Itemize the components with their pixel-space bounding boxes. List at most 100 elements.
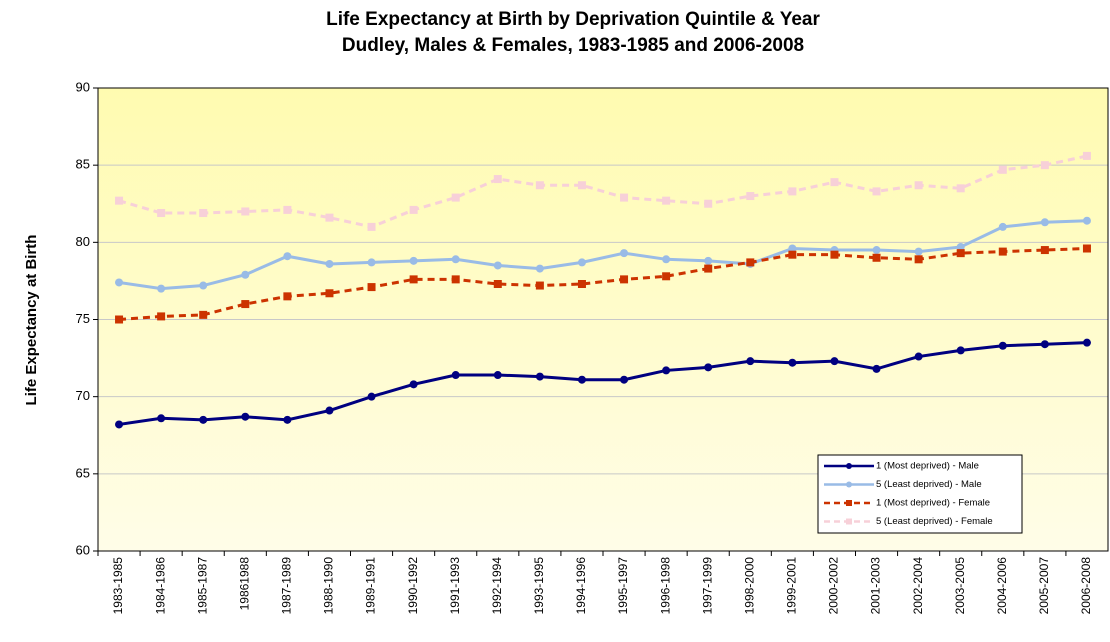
point: [115, 278, 124, 287]
point: [493, 371, 502, 380]
point: [704, 264, 713, 273]
point: [157, 284, 166, 293]
point: [535, 181, 544, 190]
point: [914, 255, 923, 264]
point: [1040, 218, 1049, 227]
x-tick-label: 1999-2001: [785, 557, 799, 615]
point: [451, 275, 460, 284]
point: [1082, 338, 1091, 347]
x-tick-label: 1995-1997: [616, 557, 630, 615]
x-tick-label: 1985-1987: [195, 557, 209, 615]
x-tick-label: 1993-1995: [532, 557, 546, 615]
point: [367, 392, 376, 401]
x-tick-label: 1991-1993: [448, 557, 462, 615]
point: [620, 275, 629, 284]
chart-subtitle: Dudley, Males & Females, 1983-1985 and 2…: [342, 35, 804, 56]
y-tick-label: 90: [76, 79, 90, 94]
series-line: [118, 154, 1088, 229]
point: [914, 352, 923, 361]
point: [746, 192, 755, 201]
point: [283, 205, 292, 214]
point: [998, 247, 1007, 256]
point: [788, 250, 797, 259]
point: [493, 280, 502, 289]
point: [367, 258, 376, 267]
point: [620, 375, 629, 384]
point: [662, 196, 671, 205]
point: [199, 209, 208, 218]
point: [704, 199, 713, 208]
point: [746, 258, 755, 267]
point: [115, 420, 124, 429]
x-tick-label: 2002-2004: [911, 557, 925, 615]
point: [157, 312, 166, 321]
point: [1040, 161, 1049, 170]
point: [956, 242, 965, 251]
point: [115, 315, 124, 324]
y-tick-label: 60: [76, 542, 90, 557]
point: [199, 310, 208, 319]
x-tick-label: 19861988: [237, 557, 251, 611]
x-tick-label: 1983-1985: [111, 557, 125, 615]
point: [914, 181, 923, 190]
point: [493, 175, 502, 184]
point: [535, 281, 544, 290]
point: [451, 193, 460, 202]
point: [830, 178, 839, 187]
point: [1040, 340, 1049, 349]
x-tick-label: 1990-1992: [406, 557, 420, 615]
point: [535, 372, 544, 381]
x-tick-label: 2006-2008: [1079, 557, 1093, 615]
point: [577, 375, 586, 384]
point: [451, 255, 460, 264]
legend-marker: [846, 481, 852, 488]
point: [577, 181, 586, 190]
point: [1082, 216, 1091, 225]
series-line: [118, 341, 1088, 426]
x-tick-label: 1984-1986: [153, 557, 167, 615]
legend-label: 1 (Most deprived) - Male: [876, 461, 979, 472]
point: [830, 357, 839, 366]
point: [409, 205, 418, 214]
point: [367, 222, 376, 231]
point: [199, 281, 208, 290]
point: [409, 275, 418, 284]
y-tick-label: 70: [76, 388, 90, 403]
point: [662, 255, 671, 264]
point: [998, 165, 1007, 174]
point: [620, 249, 629, 258]
point: [577, 280, 586, 289]
point: [325, 289, 334, 298]
point: [367, 283, 376, 292]
point: [283, 252, 292, 261]
point: [451, 371, 460, 380]
point: [704, 363, 713, 372]
x-tick-label: 1987-1989: [280, 557, 294, 615]
point: [241, 270, 250, 279]
point: [325, 213, 334, 222]
x-tick-label: 1998-2000: [742, 557, 756, 615]
y-tick-label: 85: [76, 157, 90, 172]
point: [662, 272, 671, 281]
point: [199, 415, 208, 424]
point: [788, 244, 797, 253]
point: [704, 256, 713, 265]
point: [998, 341, 1007, 350]
point: [872, 187, 881, 196]
point: [409, 256, 418, 265]
point: [241, 207, 250, 216]
point: [241, 300, 250, 309]
x-tick-label: 2001-2003: [869, 557, 883, 615]
point: [914, 247, 923, 256]
point: [283, 415, 292, 424]
x-tick-label: 1988-1990: [322, 557, 336, 615]
legend-label: 5 (Least deprived) - Male: [876, 479, 982, 490]
series-line: [118, 219, 1088, 291]
point: [746, 357, 755, 366]
y-tick-label: 65: [76, 465, 90, 480]
x-tick-label: 2004-2006: [995, 557, 1009, 615]
x-tick-label: 1994-1996: [574, 557, 588, 615]
x-tick-label: 2003-2005: [953, 557, 967, 615]
point: [157, 414, 166, 423]
